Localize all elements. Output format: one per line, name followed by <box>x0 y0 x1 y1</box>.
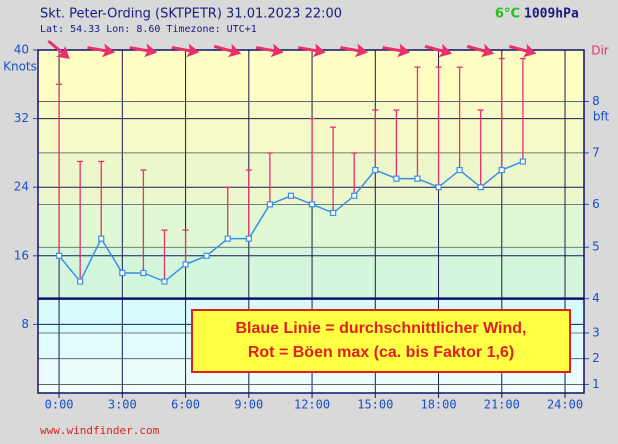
x-tick-label: 0:00 <box>45 398 74 412</box>
y2-tick-label: 7 <box>592 145 600 159</box>
y-tick-label: 8 <box>21 317 29 331</box>
wind-point <box>182 261 189 268</box>
arrow-shape <box>255 43 284 58</box>
arrow-shape <box>47 39 70 59</box>
wind-point <box>224 235 231 242</box>
wind-point <box>203 252 210 259</box>
arrow-shape <box>466 43 495 58</box>
band <box>38 152 584 205</box>
x-tick-label: 21:00 <box>484 398 520 412</box>
arrow-shape <box>508 43 537 58</box>
arrow-shape <box>129 43 158 58</box>
annotation-text: Rot = Böen max (ca. bis Faktor 1,6) <box>248 344 514 361</box>
x-tick-label: 18:00 <box>420 398 456 412</box>
wind-point <box>372 166 379 174</box>
annotation-text: Blaue Linie = durchschnittlicher Wind, <box>235 320 526 337</box>
y-axis-label: Knots <box>3 60 37 74</box>
direction-arrow <box>340 43 369 58</box>
arrow-shape <box>424 43 453 58</box>
y-tick-label: 40 <box>14 43 29 57</box>
arrow-shape <box>213 43 242 58</box>
wind-point <box>55 252 63 259</box>
direction-arrow <box>171 43 200 58</box>
wind-point <box>330 209 337 217</box>
y2-tick-label: 5 <box>592 240 600 254</box>
y-tick-label: 16 <box>14 248 29 262</box>
arrow-shape <box>340 43 369 58</box>
arrow-shape <box>171 43 200 58</box>
wind-point <box>245 235 252 242</box>
x-tick-label: 3:00 <box>108 398 137 412</box>
x-tick-label: 9:00 <box>234 398 263 412</box>
wind-point <box>77 278 84 285</box>
x-tick-label: 24:00 <box>547 398 583 412</box>
chart-title: Skt. Peter-Ording (SKTPETR) 31.01.2023 2… <box>40 7 342 22</box>
x-tick-label: 12:00 <box>294 398 330 412</box>
y2-tick-label: 1 <box>592 377 600 391</box>
y2-axis-label: bft <box>593 110 610 124</box>
temperature: 6°C <box>495 7 520 22</box>
direction-arrow <box>424 43 453 58</box>
y2-tick-label: 3 <box>592 325 600 339</box>
wind-point <box>161 278 168 285</box>
wind-point <box>351 192 358 199</box>
wind-point <box>287 192 295 199</box>
wind-point <box>308 201 316 208</box>
y2-tick-label: 4 <box>592 291 600 305</box>
x-tick-label: 6:00 <box>171 398 200 412</box>
y2-tick-label: 8 <box>592 94 600 108</box>
band <box>38 101 584 153</box>
wind-point <box>98 235 105 242</box>
x-tick-label: 15:00 <box>357 398 393 412</box>
pressure: 1009hPa <box>524 7 579 22</box>
direction-arrow <box>382 43 411 58</box>
wind-point <box>266 201 273 208</box>
wind-point <box>456 166 463 174</box>
arrow-shape <box>87 43 116 58</box>
arrow-shape <box>382 43 411 58</box>
arrow-shape <box>298 43 326 58</box>
band <box>38 204 584 248</box>
wind-point <box>119 269 126 277</box>
direction-arrow <box>213 43 242 58</box>
direction-arrow <box>298 43 326 58</box>
direction-arrow <box>87 43 116 58</box>
annotation-box <box>191 309 571 373</box>
y2-tick-label: 6 <box>592 197 600 211</box>
wind-point <box>393 175 400 182</box>
wind-point <box>414 175 421 182</box>
wind-point <box>519 158 526 165</box>
subtitle: Lat: 54.33 Lon: 8.60 Timezone: UTC+1 <box>40 24 257 35</box>
wind-point <box>498 166 505 174</box>
dir-label: Dir <box>591 44 609 58</box>
band <box>38 50 584 102</box>
wind-point <box>477 184 484 191</box>
direction-arrow <box>255 43 284 58</box>
y2-tick-label: 2 <box>592 351 600 365</box>
wind-point <box>435 184 442 191</box>
y-tick-label: 32 <box>14 111 29 125</box>
wind-point <box>140 269 147 277</box>
direction-arrow <box>466 43 495 58</box>
footer: www.windfinder.com <box>40 424 160 437</box>
band <box>38 384 584 393</box>
direction-arrow <box>508 43 537 58</box>
direction-arrow <box>47 39 70 59</box>
direction-arrow <box>129 43 158 58</box>
y-tick-label: 24 <box>14 180 29 194</box>
